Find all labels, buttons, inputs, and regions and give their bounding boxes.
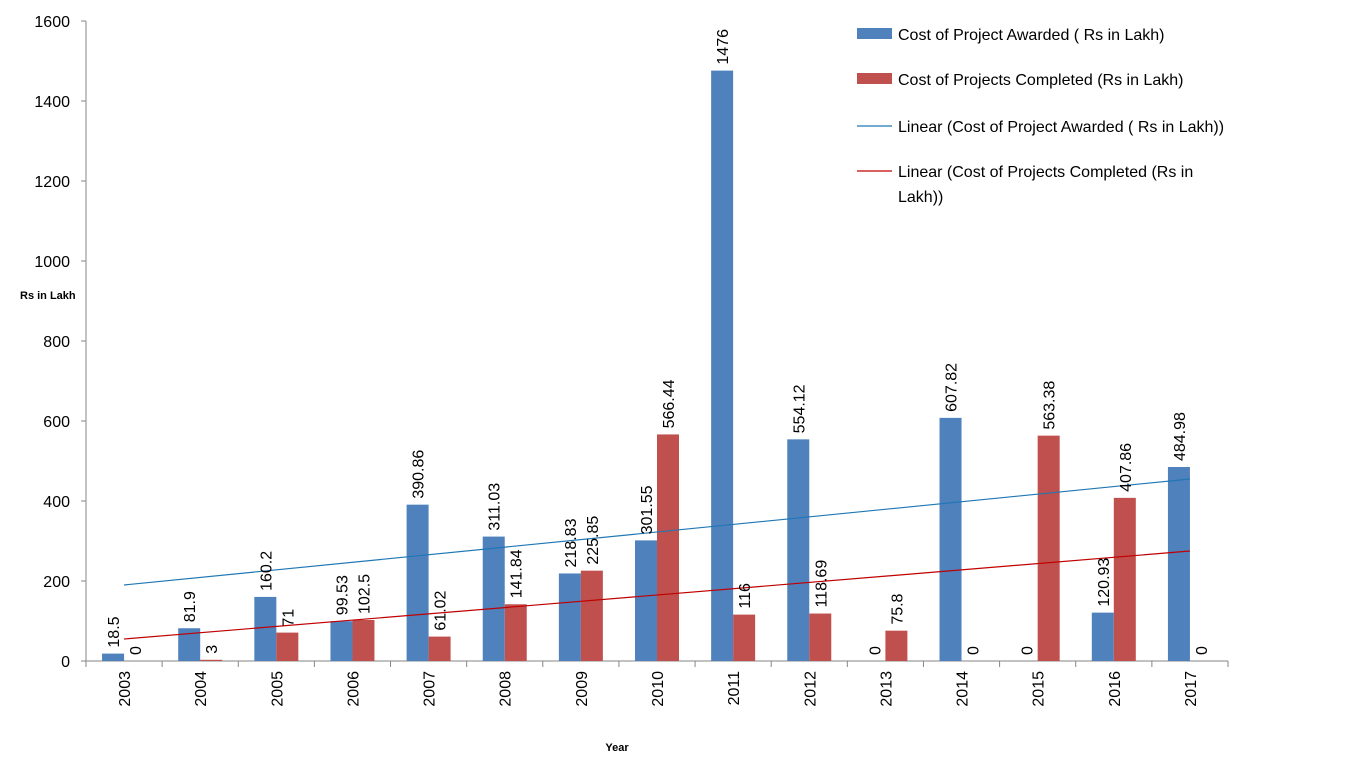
data-label: 390.86	[411, 450, 428, 499]
y-tick-label: 1600	[34, 14, 70, 31]
data-labels: 18.5 81.9 160.2 99.53 390.86 311.03 218.83 301.…	[106, 29, 1211, 655]
data-label: 484.98	[1172, 412, 1189, 461]
legend-swatch	[857, 73, 892, 84]
bar	[352, 620, 375, 661]
bar	[178, 628, 201, 661]
bar	[102, 653, 125, 661]
data-label: 566.44	[661, 379, 678, 428]
y-tick-label: 600	[43, 414, 70, 431]
x-tick-label: 2009	[574, 671, 591, 707]
data-label: 225.85	[585, 516, 602, 565]
bar	[428, 636, 451, 661]
data-label: 99.53	[334, 575, 351, 615]
data-label: 116	[737, 583, 754, 609]
x-axis: 2003 2004 2005 2006 2007 2008 2009 2010 2011 2012…	[85, 660, 1229, 707]
data-label: 0	[128, 646, 145, 655]
data-label: 563.38	[1042, 381, 1059, 430]
data-label: 18.5	[106, 616, 123, 647]
data-label: 607.82	[944, 363, 961, 412]
bar	[939, 417, 962, 661]
bar	[1091, 612, 1114, 661]
bar	[885, 630, 908, 661]
data-label: 554.12	[791, 384, 808, 433]
x-tick-label: 2006	[345, 671, 362, 707]
bar	[733, 614, 756, 661]
y-tick-label: 800	[43, 334, 70, 351]
data-label: 301.55	[639, 485, 656, 534]
trendline	[124, 478, 1190, 586]
bar	[580, 570, 603, 661]
x-tick-label: 2004	[193, 671, 210, 707]
y-axis-title: Rs in Lakh	[20, 290, 76, 302]
x-tick-label: 2008	[498, 671, 515, 707]
bar	[558, 573, 581, 661]
data-label: 1476	[715, 29, 732, 65]
x-tick-label: 2005	[269, 671, 286, 707]
legend: Cost of Project Awarded ( Rs in Lakh) Cos…	[857, 27, 1224, 206]
y-tick-label: 0	[61, 654, 70, 671]
x-tick-label: 2015	[1031, 671, 1048, 707]
y-tick-label: 1400	[34, 94, 70, 111]
data-label: 81.9	[182, 591, 199, 622]
legend-label: Linear (Cost of Project Awarded ( Rs in …	[898, 119, 1224, 136]
x-tick-label: 2011	[726, 671, 743, 706]
bar	[482, 536, 505, 661]
x-tick-label: 2003	[117, 671, 134, 707]
y-tick-label: 1200	[34, 174, 70, 191]
data-label: 71	[280, 609, 297, 627]
x-tick-label: 2014	[955, 671, 972, 707]
y-tick-label: 400	[43, 494, 70, 511]
legend-swatch	[857, 28, 892, 39]
trendlines	[124, 478, 1190, 640]
bar	[254, 596, 277, 661]
data-label: 311.03	[487, 483, 504, 531]
data-label: 160.2	[258, 551, 275, 591]
bar	[504, 604, 527, 661]
bar	[200, 659, 223, 661]
data-label: 61.02	[433, 590, 450, 630]
data-label: 0	[867, 646, 884, 655]
data-label: 141.84	[509, 549, 526, 598]
x-tick-label: 2010	[650, 671, 667, 707]
bar	[276, 632, 299, 661]
bar	[787, 439, 810, 661]
x-tick-label: 2016	[1107, 671, 1124, 707]
bar	[635, 540, 657, 661]
legend-label: Cost of Project Awarded ( Rs in Lakh)	[898, 27, 1165, 44]
x-tick-label: 2007	[422, 671, 439, 707]
bar	[711, 70, 734, 662]
data-label: 3	[204, 645, 221, 654]
data-label: 75.8	[889, 593, 906, 624]
bar	[1113, 497, 1136, 661]
data-label: 118.69	[813, 560, 830, 608]
bar	[406, 504, 429, 661]
y-tick-label: 200	[43, 574, 70, 591]
data-label: 0	[966, 646, 983, 655]
bar	[809, 613, 832, 661]
data-label: 0	[1020, 646, 1037, 655]
bar	[330, 621, 353, 661]
bars	[102, 70, 1190, 662]
bar	[1167, 467, 1190, 661]
bar	[657, 434, 679, 661]
data-label: 218.83	[563, 518, 580, 567]
data-label: 407.86	[1118, 443, 1135, 492]
y-axis: 0 200 400 600 800 1000 1200 1400 1600	[34, 14, 87, 671]
legend-label: Cost of Projects Completed (Rs in Lakh)	[898, 72, 1183, 89]
x-axis-title: Year	[605, 742, 629, 754]
data-label: 120.93	[1096, 558, 1113, 607]
y-tick-label: 1000	[34, 254, 70, 271]
data-label: 102.5	[356, 574, 373, 614]
trendline	[124, 550, 1190, 640]
x-tick-label: 2017	[1183, 671, 1200, 707]
bar	[1037, 435, 1060, 661]
legend-label: Linear (Cost of Projects Completed (Rs i…	[898, 164, 1193, 206]
x-tick-label: 2012	[802, 671, 819, 707]
x-tick-label: 2013	[878, 671, 895, 707]
data-label: 0	[1194, 646, 1211, 655]
